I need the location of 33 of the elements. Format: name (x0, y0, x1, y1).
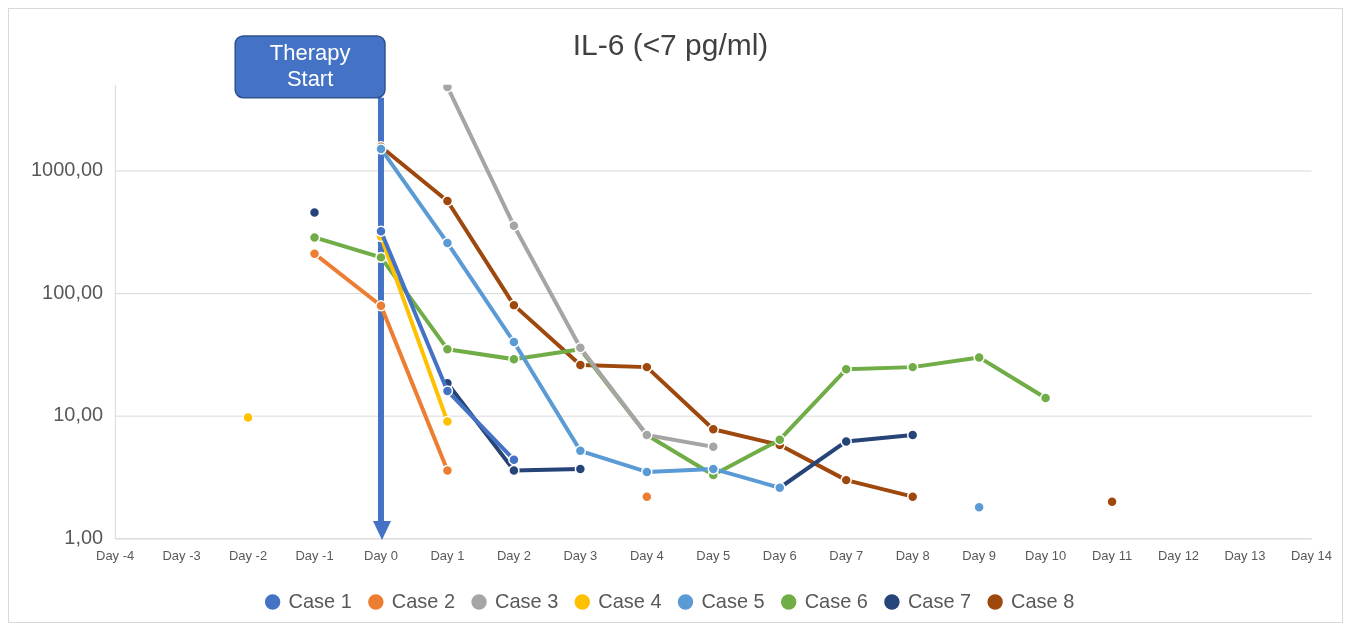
x-tick-label: Day 8 (895, 547, 930, 563)
y-tick-label: 1,00 (64, 526, 104, 549)
legend-label: Case 3 (495, 589, 559, 612)
ref-line-label: Therapy Start (269, 39, 351, 91)
y-tick-label: 100,00 (42, 280, 104, 303)
x-tick-label: Day 4 (629, 547, 664, 563)
legend-label: Case 5 (701, 589, 765, 612)
legend-label: Case 1 (288, 589, 352, 612)
x-tick-label: Day 13 (1224, 547, 1266, 563)
x-tick-label: Day 5 (696, 547, 731, 563)
x-tick-label: Day 2 (496, 547, 531, 563)
y-tick-label: 1000,00 (31, 158, 104, 181)
x-tick-label: Day -1 (295, 547, 334, 563)
x-tick-label: Day 12 (1157, 547, 1200, 563)
legend-label: Case 2 (391, 589, 456, 612)
x-tick-label: Day 6 (762, 547, 797, 563)
legend-label: Case 8 (1011, 589, 1075, 612)
x-tick-label: Day -4 (96, 547, 135, 563)
legend-label: Case 4 (598, 589, 662, 612)
x-tick-label: Day 0 (364, 547, 398, 563)
x-tick-label: Day 10 (1025, 547, 1067, 563)
legend-label: Case 7 (907, 589, 972, 612)
x-tick-label: Day 1 (430, 547, 465, 563)
x-tick-label: Day 11 (1092, 547, 1133, 563)
x-tick-label: Day 14 (1290, 547, 1332, 563)
chart-title: IL-6 (<7 pg/ml) (572, 28, 769, 62)
x-tick-label: Day 9 (962, 547, 997, 563)
x-tick-label: Day -3 (162, 547, 201, 563)
y-tick-label: 10,00 (53, 403, 104, 426)
x-tick-label: Day 7 (829, 547, 864, 563)
legend-label: Case 6 (804, 589, 868, 612)
x-tick-label: Day -2 (228, 547, 268, 563)
x-tick-label: Day 3 (563, 547, 598, 563)
